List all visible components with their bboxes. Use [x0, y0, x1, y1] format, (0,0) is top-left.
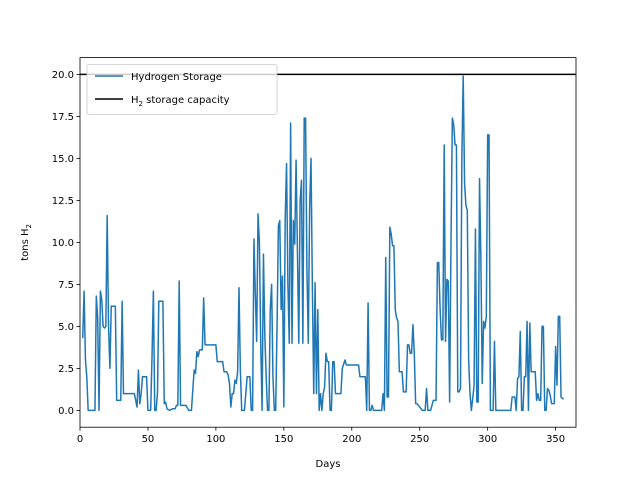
y-tick-label: 15.0 — [52, 154, 74, 165]
legend-label-storage-capacity: H2 storage capacity — [131, 95, 230, 108]
legend-label-capacity-subscript: 2 — [139, 100, 143, 108]
x-tick-label: 300 — [478, 434, 497, 445]
y-tick-label: 12.5 — [52, 196, 74, 207]
y-tick-label: 2.5 — [58, 364, 74, 375]
x-tick-label: 50 — [142, 434, 155, 445]
y-tick-label: 10.0 — [52, 238, 74, 249]
x-tick-label: 100 — [206, 434, 225, 445]
legend-box — [86, 64, 278, 115]
legend: Hydrogen Storage H2 storage capacity — [86, 64, 278, 115]
legend-label-capacity-suffix: storage capacity — [143, 95, 230, 106]
x-tick-label: 350 — [546, 434, 565, 445]
y-tick-label: 0.0 — [58, 406, 74, 417]
y-tick-label: 5.0 — [58, 322, 74, 333]
y-tick-label: 17.5 — [52, 112, 74, 123]
x-tick-label: 250 — [410, 434, 429, 445]
x-tick-label: 0 — [77, 434, 83, 445]
y-axis-label: tons H2 — [20, 224, 33, 261]
x-axis-ticks: 0 50 100 150 200 250 300 350 — [77, 427, 565, 445]
y-axis-label-main: tons H — [20, 228, 31, 260]
legend-label-hydrogen-storage: Hydrogen Storage — [131, 72, 222, 83]
y-tick-label: 20.0 — [52, 70, 74, 81]
x-tick-label: 200 — [342, 434, 361, 445]
x-axis-label: Days — [316, 459, 341, 470]
y-axis-ticks: 0.0 2.5 5.0 7.5 10.0 12.5 15.0 17.5 20.0 — [52, 70, 80, 417]
legend-label-capacity-h: H — [131, 95, 139, 106]
y-tick-label: 7.5 — [58, 280, 74, 291]
x-tick-label: 150 — [274, 434, 293, 445]
series-line-hydrogen-storage — [81, 75, 564, 412]
plot-frame — [79, 57, 577, 428]
y-axis-label-subscript: 2 — [25, 224, 33, 228]
